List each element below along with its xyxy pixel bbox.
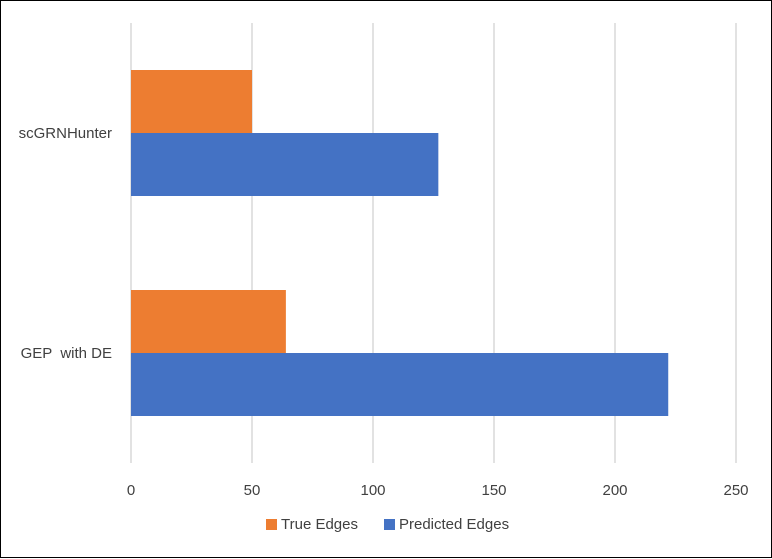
legend-label: True Edges — [281, 516, 358, 533]
bar-predicted-edges — [131, 353, 669, 416]
bar-true-edges — [131, 70, 252, 133]
legend-swatch — [384, 519, 395, 530]
category-label: scGRNHunter — [19, 125, 112, 142]
x-tick-label: 0 — [127, 482, 135, 499]
legend-swatch — [266, 519, 277, 530]
bar-predicted-edges — [131, 133, 439, 196]
x-tick-label: 200 — [602, 482, 627, 499]
category-label: GEP with DE — [21, 345, 112, 362]
x-tick-label: 250 — [723, 482, 748, 499]
x-tick-label: 100 — [360, 482, 385, 499]
x-tick-label: 50 — [244, 482, 261, 499]
bar-true-edges — [131, 290, 286, 353]
legend-label: Predicted Edges — [399, 516, 509, 533]
x-tick-label: 150 — [481, 482, 506, 499]
